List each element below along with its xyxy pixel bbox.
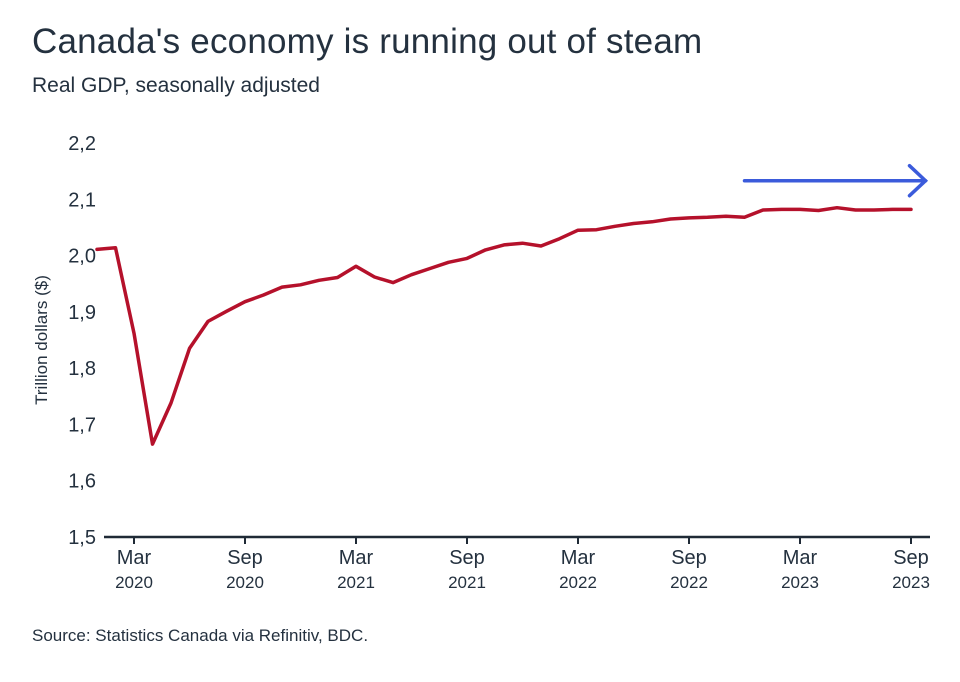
- x-tick-label-year: 2021: [448, 573, 486, 592]
- y-tick-label: 1,5: [68, 527, 96, 549]
- gdp-series-line: [95, 205, 913, 446]
- chart-title: Canada's economy is running out of steam: [32, 22, 703, 61]
- y-axis-label: Trillion dollars ($): [32, 275, 51, 405]
- x-tick-label-year: 2021: [337, 573, 375, 592]
- y-tick-label: 2,0: [68, 246, 96, 268]
- arrow-head: [907, 163, 929, 198]
- y-tick-label: 1,7: [68, 414, 96, 436]
- y-tick-label: 1,8: [68, 358, 96, 380]
- x-tick-label-year: 2023: [892, 573, 930, 592]
- x-tick-label-month: Sep: [449, 547, 485, 569]
- x-tick-label-year: 2020: [115, 573, 153, 592]
- x-tick-label-month: Sep: [227, 547, 263, 569]
- x-tick-label-month: Sep: [671, 547, 707, 569]
- x-tick-label-month: Sep: [893, 547, 929, 569]
- x-tick-label-month: Mar: [117, 547, 152, 569]
- source-note: Source: Statistics Canada via Refinitiv,…: [32, 626, 369, 645]
- y-tick-label: 2,2: [68, 133, 96, 155]
- x-axis: Mar 2020 Sep 2020 Mar 2021 Sep 2021 Mar 2022 Sep 20…: [104, 535, 930, 592]
- y-tick-label: 1,6: [68, 471, 96, 493]
- y-axis: 1,5 1,6 1,7 1,8 1,9 2,0 2,1 2,2: [68, 133, 96, 549]
- x-tick-label-year: 2022: [670, 573, 708, 592]
- series-group: [95, 205, 913, 446]
- y-tick-label: 1,9: [68, 302, 96, 324]
- x-tick-label-month: Mar: [561, 547, 596, 569]
- x-tick-label-year: 2022: [559, 573, 597, 592]
- chart-subtitle: Real GDP, seasonally adjusted: [32, 74, 320, 97]
- annotation-arrow: [742, 163, 929, 198]
- x-tick-label-year: 2020: [226, 573, 264, 592]
- x-tick-label-month: Mar: [783, 547, 818, 569]
- x-tick-label-year: 2023: [781, 573, 819, 592]
- y-tick-label: 2,1: [68, 189, 96, 211]
- x-tick-label-month: Mar: [339, 547, 374, 569]
